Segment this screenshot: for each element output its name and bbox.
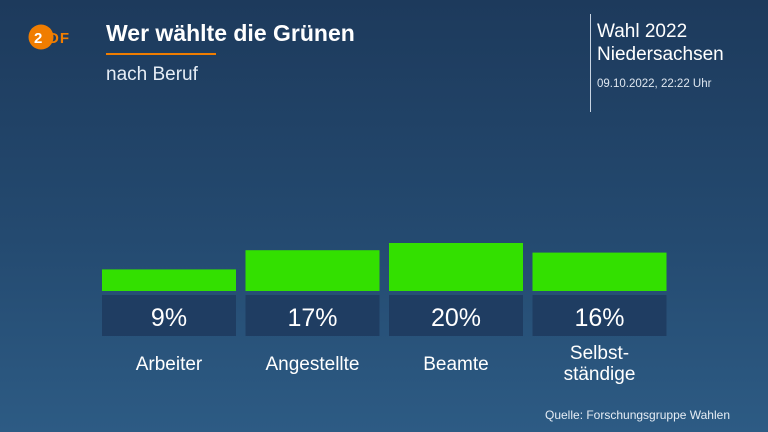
value-label: 16% — [574, 304, 624, 332]
source-note: Quelle: Forschungsgruppe Wahlen — [545, 408, 730, 422]
value-label: 17% — [287, 304, 337, 332]
category-label: Arbeiter — [136, 354, 203, 375]
svg-text:2: 2 — [34, 30, 42, 47]
bar — [532, 252, 667, 291]
svg-text:DF: DF — [48, 30, 70, 47]
category-label: Selbst- — [570, 343, 629, 364]
value-label-box — [102, 295, 236, 336]
value-label-box — [532, 295, 667, 336]
value-label: 20% — [431, 304, 481, 332]
value-label-box — [245, 295, 380, 336]
election-title: Wahl 2022 — [597, 21, 688, 42]
title-underline — [106, 53, 216, 55]
header-divider — [590, 14, 591, 112]
timestamp: 09.10.2022, 22:22 Uhr — [597, 78, 712, 90]
election-info: Wahl 2022 Niedersachsen — [597, 20, 724, 66]
bar — [389, 243, 523, 291]
category-label: ständige — [564, 364, 636, 385]
category-label: Angestellte — [265, 354, 359, 375]
bar — [245, 250, 380, 291]
bar — [102, 269, 236, 291]
zdf-logo: 2 DF — [28, 24, 70, 50]
category-label: Beamte — [423, 354, 488, 375]
value-label-box — [389, 295, 523, 336]
chart-title: Wer wählte die Grünen — [106, 20, 355, 46]
chart-subtitle: nach Beruf — [106, 64, 198, 85]
value-label: 9% — [151, 304, 187, 332]
election-region: Niedersachsen — [597, 44, 724, 65]
